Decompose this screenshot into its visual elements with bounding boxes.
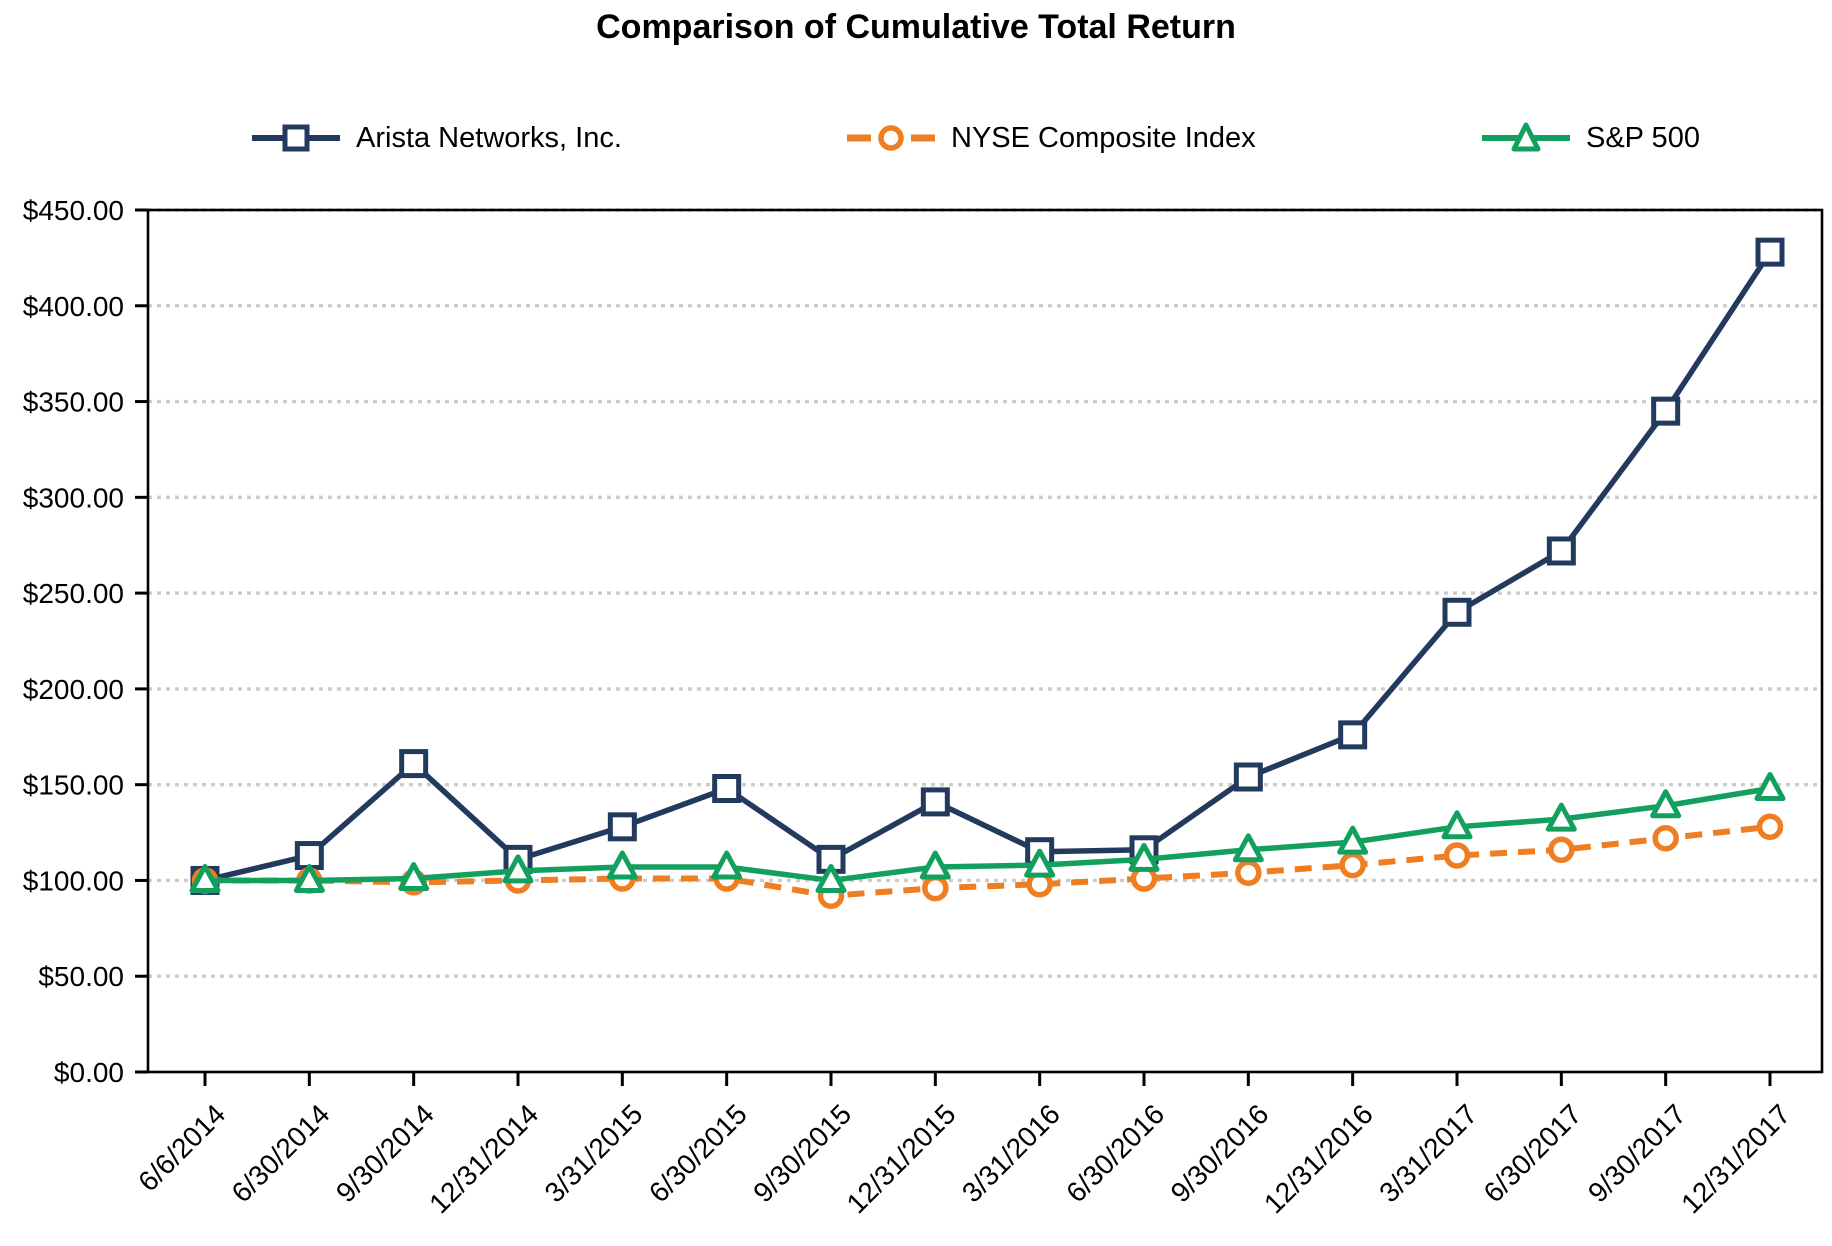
- marker-s-p-500-2: [398, 862, 430, 892]
- marker-s-p-500-8: [1024, 848, 1056, 878]
- x-tick-label-9-30-2015: 9/30/2015: [747, 1098, 857, 1208]
- marker-arista-networks-inc-1: [294, 841, 324, 871]
- legend-item-s-p-500: S&P 500: [1480, 112, 1700, 164]
- legend-square: [282, 124, 310, 152]
- x-tick-label-12-31-2014: 12/31/2014: [423, 1098, 544, 1219]
- x-tick-label-12-31-2017: 12/31/2017: [1675, 1098, 1796, 1219]
- marker-s-p-500-1: [293, 863, 325, 893]
- x-tick-label-12-31-2015: 12/31/2015: [841, 1098, 962, 1219]
- marker-nyse-composite-index-14: [1652, 825, 1679, 852]
- marker-arista-networks-inc-7: [920, 787, 950, 817]
- y-tick-label-50: $50.00: [38, 961, 124, 992]
- marker-arista-networks-inc-12: [1442, 597, 1472, 627]
- x-tick-label-6-30-2016: 6/30/2016: [1060, 1098, 1170, 1208]
- legend-item-arista-networks-inc: Arista Networks, Inc.: [250, 112, 622, 164]
- legend-label-arista-networks-inc: Arista Networks, Inc.: [356, 121, 622, 154]
- marker-nyse-composite-index-7: [922, 874, 949, 902]
- x-tick-label-6-30-2014: 6/30/2014: [226, 1098, 336, 1208]
- marker-arista-networks-inc-5: [712, 773, 742, 803]
- y-tick-label-300: $300.00: [23, 482, 124, 513]
- y-tick-label-150: $150.00: [23, 770, 124, 801]
- x-tick-label-3-31-2016: 3/31/2016: [956, 1098, 1066, 1208]
- marker-s-p-500-4: [606, 850, 638, 880]
- x-tick-label-6-6-2014: 6/6/2014: [132, 1098, 231, 1197]
- marker-arista-networks-inc-15: [1755, 237, 1785, 267]
- legend-triangle: [1511, 122, 1541, 152]
- x-tick-label-3-31-2017: 3/31/2017: [1373, 1098, 1483, 1208]
- y-tick-label-400: $400.00: [23, 291, 124, 322]
- marker-nyse-composite-index-12: [1443, 842, 1471, 869]
- y-tick-label-0: $0.00: [54, 1057, 124, 1088]
- chart-legend: Arista Networks, Inc. NYSE Composite Inde…: [0, 112, 1832, 164]
- y-tick-label-350: $350.00: [23, 387, 124, 418]
- marker-arista-networks-inc-10: [1233, 762, 1263, 792]
- x-tick-label-3-31-2015: 3/31/2015: [539, 1098, 649, 1208]
- legend-label-nyse-composite-index: NYSE Composite Index: [951, 121, 1256, 154]
- series-line-s-p-500: [205, 785, 1771, 884]
- marker-nyse-composite-index-13: [1548, 836, 1575, 864]
- plot-border: [146, 208, 1824, 1074]
- y-tick-label-250: $250.00: [23, 578, 124, 609]
- marker-arista-networks-inc-14: [1651, 396, 1681, 426]
- marker-arista-networks-inc-6: [816, 844, 846, 874]
- x-tick-label-9-30-2017: 9/30/2017: [1582, 1098, 1692, 1208]
- marker-s-p-500-0: [189, 863, 221, 893]
- marker-s-p-500-12: [1441, 810, 1473, 840]
- chart-title: Comparison of Cumulative Total Return: [596, 8, 1236, 46]
- marker-arista-networks-inc-13: [1546, 536, 1576, 566]
- y-tick-label-450: $450.00: [23, 195, 124, 226]
- legend-item-nyse-composite-index: NYSE Composite Index: [845, 112, 1256, 164]
- legend-marker-s-p-500-icon: [1482, 122, 1570, 152]
- marker-s-p-500-14: [1650, 789, 1682, 819]
- marker-s-p-500-10: [1232, 833, 1264, 863]
- y-tick-label-100: $100.00: [23, 865, 124, 896]
- legend-label-s-p-500: S&P 500: [1586, 121, 1700, 154]
- x-tick-label-12-31-2016: 12/31/2016: [1258, 1098, 1379, 1219]
- marker-arista-networks-inc-11: [1338, 720, 1368, 750]
- marker-s-p-500-7: [919, 850, 951, 880]
- marker-s-p-500-6: [815, 863, 847, 893]
- marker-s-p-500-11: [1337, 825, 1369, 855]
- marker-s-p-500-15: [1754, 771, 1786, 801]
- marker-arista-networks-inc-4: [607, 812, 637, 842]
- marker-nyse-composite-index-11: [1339, 851, 1366, 879]
- y-tick-label-200: $200.00: [23, 674, 124, 705]
- marker-s-p-500-9: [1128, 842, 1160, 872]
- x-tick-label-9-30-2016: 9/30/2016: [1165, 1098, 1275, 1208]
- marker-arista-networks-inc-2: [399, 749, 429, 779]
- x-tick-label-6-30-2015: 6/30/2015: [643, 1098, 753, 1208]
- marker-nyse-composite-index-15: [1756, 813, 1784, 841]
- x-tick-label-6-30-2017: 6/30/2017: [1478, 1098, 1588, 1208]
- series-line-nyse-composite-index: [205, 823, 1771, 899]
- x-tick-label-9-30-2014: 9/30/2014: [330, 1098, 440, 1208]
- marker-s-p-500-3: [502, 854, 534, 884]
- marker-nyse-composite-index-10: [1235, 859, 1262, 887]
- legend-marker-nyse-composite-index-icon: [847, 125, 935, 151]
- legend-circle: [878, 125, 904, 151]
- legend-marker-arista-networks-inc-icon: [252, 124, 340, 152]
- series-line-arista-networks-inc: [204, 250, 1773, 884]
- marker-s-p-500-5: [711, 850, 743, 880]
- marker-s-p-500-13: [1545, 802, 1577, 832]
